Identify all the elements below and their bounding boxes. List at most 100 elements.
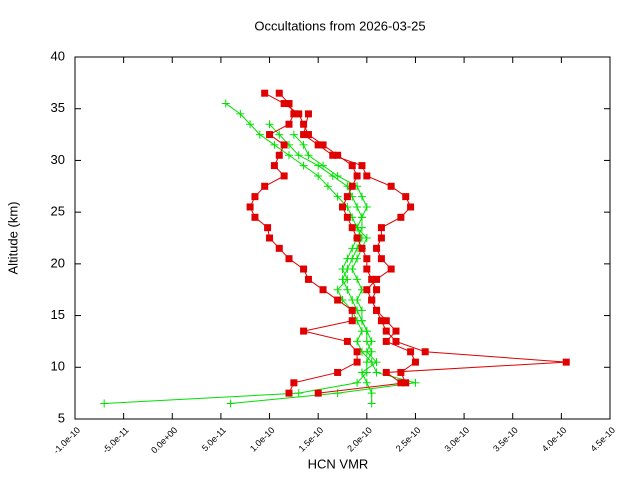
marker [348,244,357,253]
marker [304,151,313,160]
marker [319,141,327,149]
marker [407,203,415,211]
marker [261,89,269,97]
marker [285,100,293,108]
y-tick-label: 5 [58,410,65,425]
marker [314,171,323,180]
marker [264,224,272,232]
y-tick-label: 10 [51,359,65,374]
marker [275,89,283,97]
marker [329,151,337,159]
marker [290,110,298,118]
marker [382,368,390,376]
y-tick-label: 35 [51,100,65,115]
marker [285,389,293,397]
marker [348,162,356,170]
marker [367,399,376,408]
marker [362,378,371,387]
marker [353,172,361,180]
marker [362,327,371,336]
marker [300,120,308,128]
marker [255,130,264,139]
marker [362,234,371,242]
marker [363,286,371,294]
marker [397,213,405,221]
x-axis-label: HCN VMR [308,456,369,471]
marker [246,203,254,211]
marker [300,131,308,139]
marker [377,255,385,263]
marker [270,140,279,149]
marker [421,348,429,356]
marker [373,275,381,283]
marker [319,161,328,170]
marker [236,109,245,118]
marker [362,202,371,211]
marker [343,275,352,284]
marker [333,285,342,294]
marker [343,285,352,294]
marker [275,130,284,139]
marker [348,317,356,325]
x-tick-label: 4.5e-10 [588,425,617,454]
marker [265,120,274,129]
marker [339,203,346,211]
marker [353,378,362,387]
marker [402,379,410,387]
marker [382,317,390,325]
marker [319,286,327,294]
marker [392,337,400,345]
marker [280,100,288,108]
marker [270,162,278,170]
marker [343,193,351,201]
marker [280,141,288,149]
marker [363,172,371,180]
marker [334,368,342,376]
profile-line [104,103,373,404]
marker [402,193,410,201]
marker [290,379,298,387]
marker [407,348,415,356]
y-tick-label: 30 [51,152,65,167]
marker [377,234,385,242]
marker [304,275,312,283]
marker [261,182,269,190]
marker [295,110,303,118]
marker [411,358,419,366]
y-tick-label: 15 [51,307,65,322]
marker [362,347,371,356]
marker [300,265,308,273]
marker [382,327,390,335]
marker [358,162,366,170]
marker [323,182,332,191]
x-tick-label: 5.0e-11 [200,425,228,453]
marker [353,254,362,263]
marker [285,151,293,160]
marker [348,265,357,274]
marker [304,110,312,118]
marker [299,140,308,149]
marker [562,358,570,366]
marker [357,306,366,315]
x-tick-label: 1.5e-10 [297,425,326,454]
marker [289,130,298,139]
marker [387,182,395,190]
x-tick-label: -5.0e-11 [100,425,130,455]
x-tick-label: 2.5e-10 [394,425,423,454]
marker [314,389,322,397]
marker [397,368,405,376]
y-tick-label: 20 [51,255,65,270]
marker [285,255,293,263]
x-tick-label: 1.0e-10 [248,425,277,454]
marker [266,131,274,139]
marker [353,337,362,346]
plot-border [74,56,611,420]
marker [251,193,259,201]
marker [377,317,385,325]
marker [357,213,366,222]
marker [333,171,342,180]
marker [397,379,405,387]
marker [266,234,274,242]
x-tick-label: 2.0e-10 [345,425,374,454]
